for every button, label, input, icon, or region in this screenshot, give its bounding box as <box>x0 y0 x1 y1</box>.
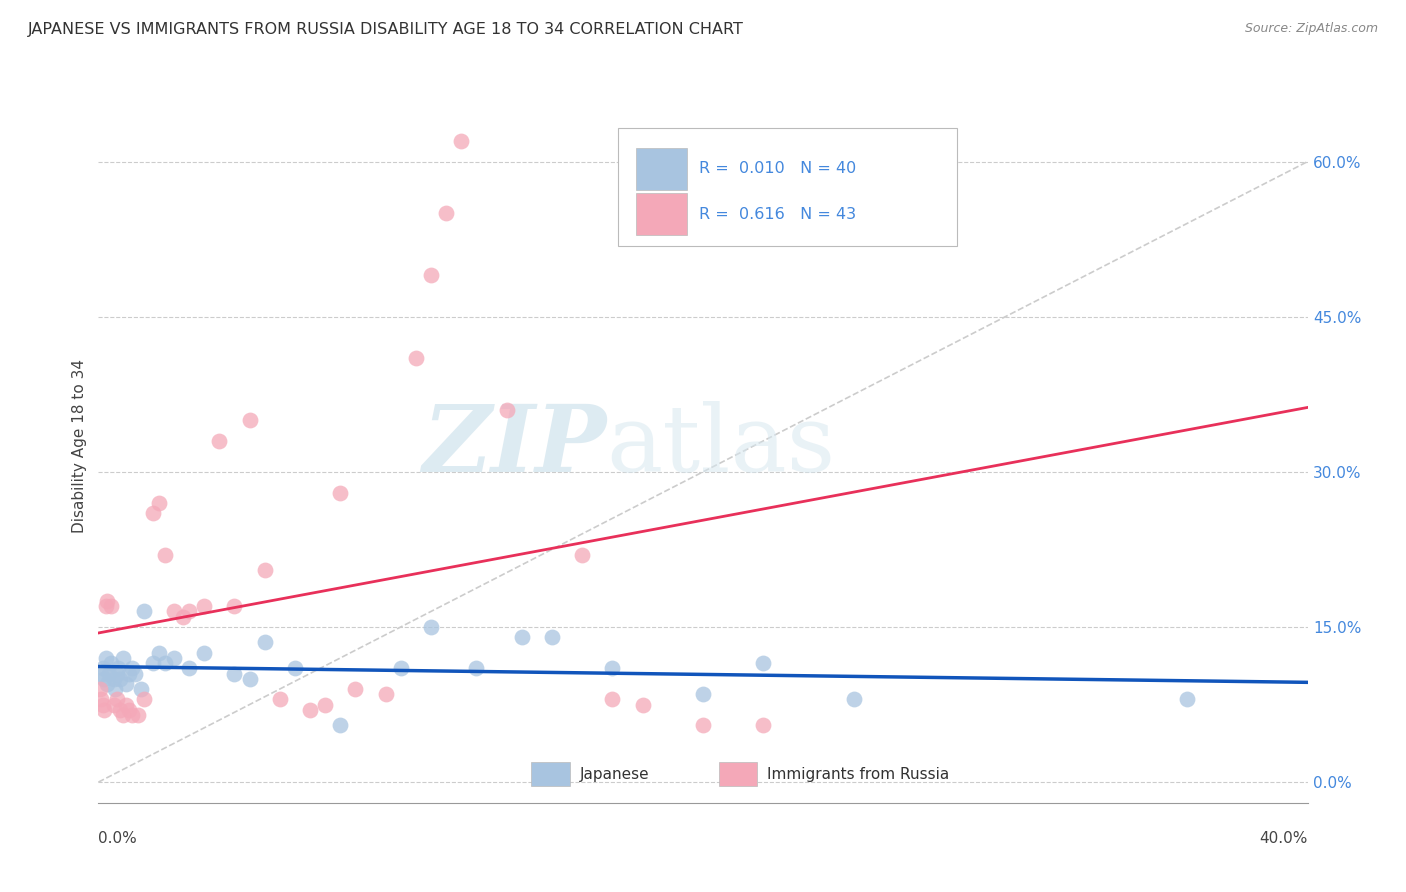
Point <box>465 661 488 675</box>
Point <box>374 687 396 701</box>
Text: R =  0.010   N = 40: R = 0.010 N = 40 <box>699 161 856 176</box>
Point <box>752 718 775 732</box>
Point <box>179 661 201 675</box>
Point <box>93 703 115 717</box>
Text: JAPANESE VS IMMIGRANTS FROM RUSSIA DISABILITY AGE 18 TO 34 CORRELATION CHART: JAPANESE VS IMMIGRANTS FROM RUSSIA DISAB… <box>28 22 744 37</box>
Point <box>96 677 118 691</box>
Point <box>329 485 352 500</box>
Point <box>193 646 215 660</box>
Point <box>142 656 165 670</box>
Point <box>118 703 141 717</box>
Point <box>89 681 111 696</box>
Point <box>90 692 112 706</box>
Point <box>132 692 155 706</box>
Point <box>602 692 624 706</box>
Point <box>253 635 276 649</box>
Point <box>91 661 114 675</box>
Point <box>253 563 276 577</box>
Text: R =  0.616   N = 43: R = 0.616 N = 43 <box>699 207 856 221</box>
Point <box>450 134 472 148</box>
Point <box>103 698 125 712</box>
Point <box>193 599 215 614</box>
FancyBboxPatch shape <box>637 148 688 190</box>
Point <box>224 599 246 614</box>
Point <box>105 692 128 706</box>
Point <box>108 672 131 686</box>
Point <box>111 651 134 665</box>
Point <box>299 703 322 717</box>
Point <box>127 707 149 722</box>
Text: atlas: atlas <box>606 401 835 491</box>
Point <box>269 692 291 706</box>
Point <box>108 703 131 717</box>
Point <box>121 707 143 722</box>
Point <box>94 651 117 665</box>
Point <box>602 661 624 675</box>
Point <box>163 651 186 665</box>
Point <box>118 666 141 681</box>
Point <box>114 698 136 712</box>
Text: 40.0%: 40.0% <box>1260 831 1308 847</box>
Point <box>420 620 443 634</box>
Point <box>124 666 146 681</box>
Text: Immigrants from Russia: Immigrants from Russia <box>768 767 949 781</box>
Point <box>692 718 714 732</box>
Point <box>91 698 114 712</box>
Point <box>100 599 122 614</box>
FancyBboxPatch shape <box>619 128 957 246</box>
Point <box>844 692 866 706</box>
Point <box>90 666 112 681</box>
Text: ZIP: ZIP <box>422 401 606 491</box>
Point <box>434 206 457 220</box>
Point <box>389 661 412 675</box>
Point <box>148 646 170 660</box>
Point <box>163 605 186 619</box>
Point <box>344 681 367 696</box>
Point <box>224 666 246 681</box>
Y-axis label: Disability Age 18 to 34: Disability Age 18 to 34 <box>72 359 87 533</box>
Point <box>208 434 231 448</box>
Point <box>179 605 201 619</box>
Point <box>692 687 714 701</box>
Point <box>148 496 170 510</box>
FancyBboxPatch shape <box>531 762 569 787</box>
Point <box>111 707 134 722</box>
Point <box>495 402 517 417</box>
Point <box>98 666 121 681</box>
Point <box>105 666 128 681</box>
Point <box>104 681 127 696</box>
Point <box>107 661 129 675</box>
Point <box>510 630 533 644</box>
Point <box>284 661 307 675</box>
Point <box>239 672 262 686</box>
Point <box>631 698 654 712</box>
Point <box>93 672 115 686</box>
Point <box>239 413 262 427</box>
Text: Source: ZipAtlas.com: Source: ZipAtlas.com <box>1244 22 1378 36</box>
FancyBboxPatch shape <box>718 762 758 787</box>
Point <box>1175 692 1198 706</box>
Point <box>314 698 336 712</box>
Point <box>96 594 118 608</box>
FancyBboxPatch shape <box>637 194 688 235</box>
Point <box>752 656 775 670</box>
Text: 0.0%: 0.0% <box>98 831 138 847</box>
Point <box>153 656 176 670</box>
Point <box>103 672 125 686</box>
Point <box>329 718 352 732</box>
Text: Japanese: Japanese <box>579 767 650 781</box>
Point <box>142 506 165 520</box>
Point <box>114 677 136 691</box>
Point <box>420 268 443 283</box>
Point <box>94 599 117 614</box>
Point <box>405 351 427 365</box>
Point <box>153 548 176 562</box>
Point <box>571 548 593 562</box>
Point <box>121 661 143 675</box>
Point <box>132 605 155 619</box>
Point <box>172 609 194 624</box>
Point <box>541 630 564 644</box>
Point <box>129 681 152 696</box>
Point <box>100 656 122 670</box>
